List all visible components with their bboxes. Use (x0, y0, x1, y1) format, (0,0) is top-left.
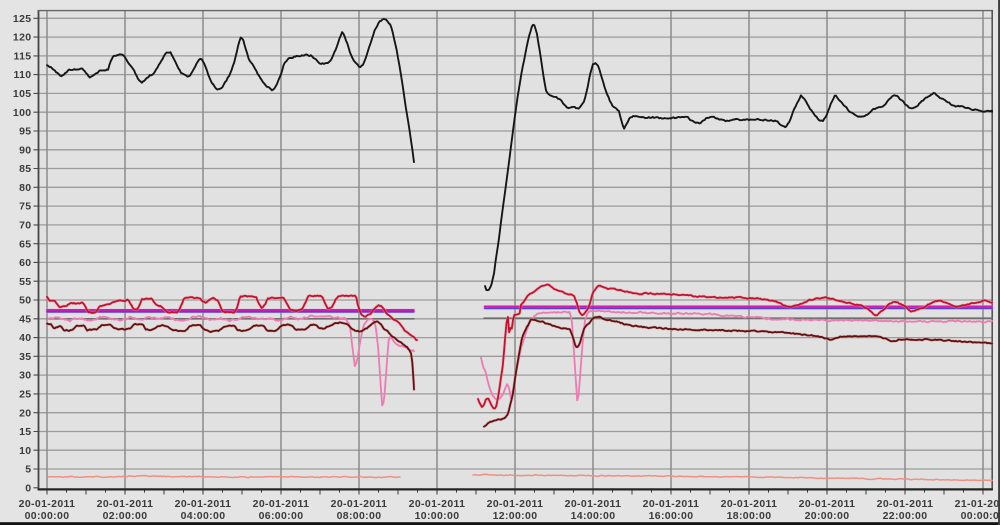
svg-text:115: 115 (14, 51, 32, 63)
svg-text:35: 35 (19, 351, 31, 363)
svg-text:10:00:00: 10:00:00 (415, 510, 460, 522)
svg-text:20-01-2011: 20-01-2011 (565, 498, 622, 510)
svg-text:08:00:00: 08:00:00 (337, 510, 382, 522)
svg-text:04:00:00: 04:00:00 (181, 510, 226, 522)
svg-text:20-01-2011: 20-01-2011 (643, 498, 700, 510)
svg-text:00:00:00: 00:00:00 (25, 510, 70, 522)
svg-text:40: 40 (19, 332, 31, 344)
svg-text:75: 75 (19, 201, 31, 213)
svg-text:90: 90 (19, 144, 31, 156)
svg-text:21-01-2011: 21-01-2011 (955, 498, 1000, 510)
svg-text:70: 70 (19, 220, 31, 232)
svg-text:20-01-2011: 20-01-2011 (19, 498, 76, 510)
svg-text:20-01-2011: 20-01-2011 (409, 498, 466, 510)
svg-text:125: 125 (13, 13, 32, 25)
svg-text:20:00:00: 20:00:00 (805, 510, 850, 522)
svg-text:5: 5 (25, 464, 31, 476)
svg-text:20-01-2011: 20-01-2011 (799, 498, 856, 510)
svg-text:85: 85 (19, 163, 31, 175)
svg-text:20-01-2011: 20-01-2011 (721, 498, 778, 510)
svg-text:15: 15 (19, 426, 31, 438)
svg-text:10: 10 (19, 445, 31, 457)
svg-text:20-01-2011: 20-01-2011 (877, 498, 934, 510)
svg-text:20-01-2011: 20-01-2011 (253, 498, 310, 510)
svg-text:06:00:00: 06:00:00 (259, 510, 304, 522)
svg-text:20-01-2011: 20-01-2011 (175, 498, 232, 510)
svg-text:45: 45 (19, 313, 31, 325)
svg-text:14:00:00: 14:00:00 (571, 510, 616, 522)
svg-text:50: 50 (19, 295, 31, 307)
svg-text:110: 110 (14, 69, 32, 81)
svg-text:0: 0 (25, 482, 31, 494)
svg-text:80: 80 (19, 182, 31, 194)
svg-text:18:00:00: 18:00:00 (727, 510, 772, 522)
svg-text:55: 55 (19, 276, 31, 288)
svg-text:20: 20 (19, 407, 31, 419)
svg-text:22:00:00: 22:00:00 (883, 510, 928, 522)
svg-text:30: 30 (19, 370, 31, 382)
svg-text:60: 60 (19, 257, 31, 269)
svg-text:16:00:00: 16:00:00 (649, 510, 694, 522)
svg-text:100: 100 (13, 107, 32, 119)
svg-text:95: 95 (19, 126, 31, 138)
svg-text:65: 65 (19, 238, 31, 250)
svg-text:120: 120 (13, 32, 32, 44)
svg-text:00:00:00: 00:00:00 (961, 510, 1000, 522)
svg-text:20-01-2011: 20-01-2011 (331, 498, 388, 510)
svg-text:25: 25 (19, 389, 31, 401)
svg-text:20-01-2011: 20-01-2011 (97, 498, 154, 510)
svg-text:02:00:00: 02:00:00 (103, 510, 148, 522)
svg-text:20-01-2011: 20-01-2011 (487, 498, 544, 510)
svg-text:12:00:00: 12:00:00 (493, 510, 538, 522)
svg-text:105: 105 (13, 88, 32, 100)
